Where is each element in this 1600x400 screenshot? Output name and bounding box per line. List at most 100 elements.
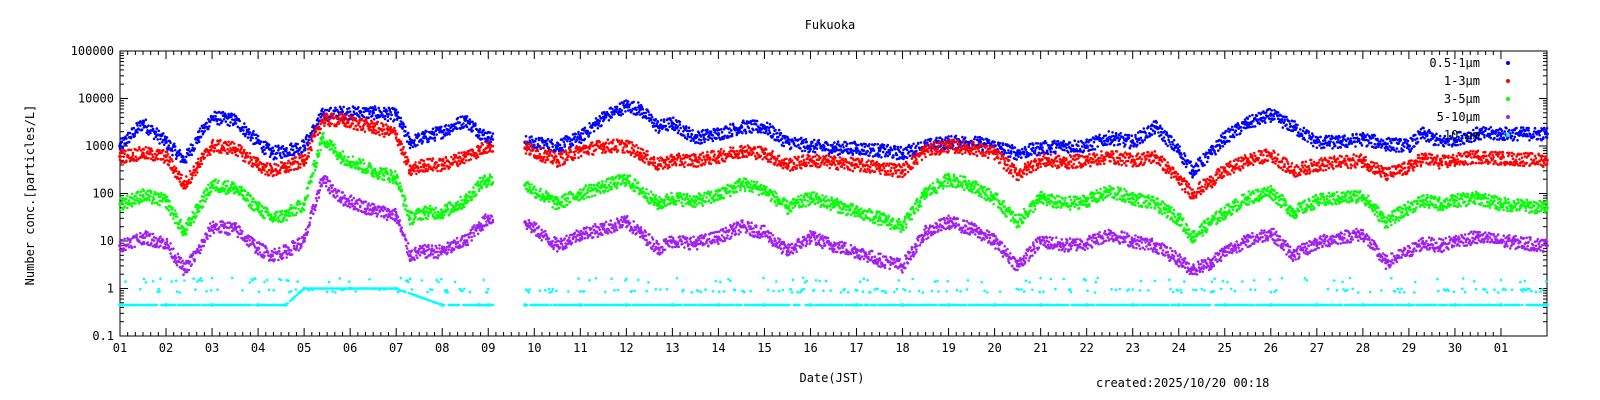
data-point: [256, 158, 260, 162]
data-point: [872, 149, 876, 152]
data-point: [1462, 142, 1466, 145]
data-point: [895, 153, 899, 157]
x-axis-label: Date(JST): [799, 371, 864, 385]
data-point: [222, 118, 226, 121]
data-point: [236, 154, 240, 158]
data-point: [777, 128, 781, 132]
data-point: [684, 136, 687, 139]
data-point: [1323, 139, 1327, 142]
data-point: [1080, 145, 1084, 148]
chart-title: Fukuoka: [805, 18, 856, 32]
data-point: [463, 125, 466, 128]
data-point: [248, 131, 252, 134]
data-point: [637, 146, 640, 150]
data-point: [743, 128, 747, 132]
data-point: [1024, 148, 1028, 151]
data-point: [129, 148, 133, 152]
data-point: [573, 153, 577, 157]
data-point: [327, 120, 331, 123]
data-point: [1500, 129, 1504, 132]
data-point: [649, 118, 653, 121]
data-point: [1422, 126, 1425, 130]
data-point: [682, 163, 685, 166]
data-point: [437, 164, 440, 167]
data-point: [723, 134, 727, 138]
data-point: [1038, 147, 1041, 151]
data-point: [319, 127, 323, 130]
data-point: [243, 160, 247, 163]
data-point: [1527, 126, 1530, 130]
data-point: [249, 139, 252, 142]
data-point: [413, 170, 416, 173]
data-point: [656, 120, 659, 123]
data-point: [697, 161, 701, 164]
data-point: [594, 148, 598, 151]
data-point: [136, 124, 139, 127]
data-point: [1381, 139, 1385, 142]
data-point: [1536, 137, 1540, 141]
data-point: [371, 110, 375, 115]
data-point: [768, 122, 772, 126]
data-point: [604, 150, 608, 153]
data-point: [591, 126, 594, 129]
data-point: [1163, 139, 1167, 143]
data-point: [747, 126, 751, 130]
data-point: [1349, 137, 1353, 140]
data-point: [1220, 135, 1224, 139]
data-point: [889, 146, 892, 149]
data-point: [399, 116, 403, 120]
data-point: [252, 130, 255, 133]
data-point: [348, 110, 352, 113]
data-point: [581, 132, 585, 135]
data-point: [611, 107, 614, 111]
x-tick-label: 25: [1218, 341, 1232, 355]
data-point: [334, 106, 337, 110]
data-point: [1354, 145, 1357, 148]
data-point: [299, 162, 302, 166]
data-point: [234, 115, 238, 118]
data-point: [471, 120, 474, 124]
data-point: [1269, 120, 1273, 123]
data-point: [147, 156, 150, 160]
data-point: [610, 115, 613, 119]
data-point: [219, 118, 222, 122]
data-point: [433, 139, 437, 142]
data-point: [174, 169, 178, 173]
x-tick-label: 22: [1079, 341, 1093, 355]
data-point: [845, 144, 848, 148]
data-point: [947, 135, 950, 138]
data-point: [703, 140, 706, 144]
data-point: [373, 124, 377, 128]
data-point: [1157, 131, 1160, 134]
data-point: [1118, 142, 1122, 146]
data-point: [652, 122, 656, 125]
data-point: [311, 139, 314, 143]
data-point: [812, 138, 816, 142]
data-point: [207, 127, 210, 131]
data-point: [1542, 137, 1545, 141]
data-point: [122, 155, 125, 158]
x-tick-label: 01: [1494, 341, 1508, 355]
data-point: [1221, 145, 1225, 148]
data-point: [1170, 135, 1173, 139]
data-point: [270, 166, 274, 170]
data-point: [677, 129, 681, 132]
data-point: [788, 141, 791, 144]
data-point: [1414, 133, 1417, 137]
data-point: [443, 167, 447, 170]
data-point: [666, 128, 670, 132]
data-point: [170, 147, 173, 150]
data-point: [214, 115, 217, 118]
data-point: [1301, 129, 1305, 133]
data-point: [177, 170, 181, 174]
data-point: [774, 128, 777, 132]
x-tick-label: 08: [435, 341, 449, 355]
x-tick-label: 26: [1264, 341, 1278, 355]
data-point: [720, 130, 724, 134]
data-point: [646, 153, 649, 157]
data-point: [243, 122, 246, 125]
data-point: [1311, 144, 1315, 148]
data-point: [199, 135, 203, 139]
data-point: [400, 142, 404, 146]
